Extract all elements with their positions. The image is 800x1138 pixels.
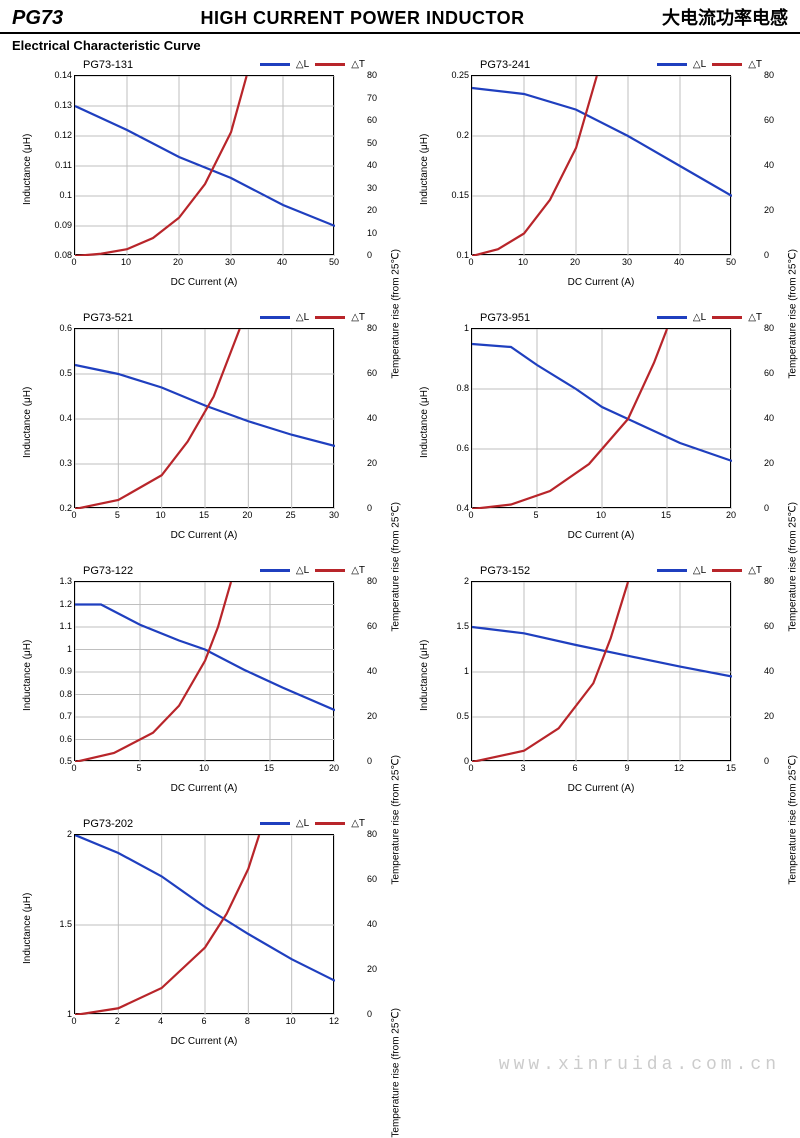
section-title: Electrical Characteristic Curve (0, 34, 800, 53)
y-axis-left-label: Inductance (μH) (22, 134, 33, 205)
x-axis-label: DC Current (A) (471, 530, 731, 541)
chart-title: PG73-951 (480, 312, 530, 324)
y-axis-right-label: Temperature rise (from 25℃) (788, 502, 799, 632)
chart-pg73-202: PG73-202△L△T11.52020406080024681012Induc… (18, 818, 385, 1053)
x-axis-label: DC Current (A) (74, 783, 334, 794)
y-axis-right-label: Temperature rise (from 25℃) (391, 1008, 402, 1138)
chart-title: PG73-521 (83, 312, 133, 324)
y-axis-left-label: Inductance (μH) (419, 387, 430, 458)
plot-area (74, 75, 334, 255)
plot-area (74, 834, 334, 1014)
legend: △L△T (657, 59, 762, 70)
y-axis-left-label: Inductance (μH) (22, 387, 33, 458)
chart-grid: PG73-131△L△T0.080.090.10.110.120.130.140… (0, 53, 800, 1053)
chart-title: PG73-152 (480, 565, 530, 577)
y-axis-left-label: Inductance (μH) (22, 893, 33, 964)
chart-pg73-241: PG73-241△L△T0.10.150.20.2502040608001020… (415, 59, 782, 294)
plot-area (471, 581, 731, 761)
legend: △L△T (260, 312, 365, 323)
y-axis-right-label: Temperature rise (from 25℃) (391, 755, 402, 885)
chart-title: PG73-131 (83, 59, 133, 71)
legend: △L△T (260, 59, 365, 70)
x-axis-label: DC Current (A) (74, 530, 334, 541)
y-axis-right-label: Temperature rise (from 25℃) (391, 502, 402, 632)
watermark: www.xinruida.com.cn (499, 1055, 780, 1075)
y-axis-left-label: Inductance (μH) (22, 640, 33, 711)
legend: △L△T (260, 818, 365, 829)
plot-area (74, 328, 334, 508)
chart-pg73-152: PG73-152△L△T00.511.5202040608003691215In… (415, 565, 782, 800)
legend: △L△T (260, 565, 365, 576)
chart-title: PG73-122 (83, 565, 133, 577)
chart-pg73-122: PG73-122△L△T0.50.60.70.80.911.11.21.3020… (18, 565, 385, 800)
y-axis-right-label: Temperature rise (from 25℃) (788, 755, 799, 885)
page-header: PG73 HIGH CURRENT POWER INDUCTOR 大电流功率电感 (0, 0, 800, 34)
y-axis-left-label: Inductance (μH) (419, 640, 430, 711)
title-cn: 大电流功率电感 (662, 4, 788, 30)
x-axis-label: DC Current (A) (471, 277, 731, 288)
chart-pg73-131: PG73-131△L△T0.080.090.10.110.120.130.140… (18, 59, 385, 294)
y-axis-right-label: Temperature rise (from 25℃) (788, 249, 799, 379)
y-axis-right-label: Temperature rise (from 25℃) (391, 249, 402, 379)
part-number: PG73 (12, 7, 63, 30)
x-axis-label: DC Current (A) (74, 1036, 334, 1047)
y-axis-left-label: Inductance (μH) (419, 134, 430, 205)
plot-area (471, 75, 731, 255)
chart-title: PG73-241 (480, 59, 530, 71)
x-axis-label: DC Current (A) (471, 783, 731, 794)
plot-area (471, 328, 731, 508)
chart-pg73-951: PG73-951△L△T0.40.60.8102040608005101520I… (415, 312, 782, 547)
chart-pg73-521: PG73-521△L△T0.20.30.40.50.60204060800510… (18, 312, 385, 547)
plot-area (74, 581, 334, 761)
x-axis-label: DC Current (A) (74, 277, 334, 288)
legend: △L△T (657, 565, 762, 576)
title-en: HIGH CURRENT POWER INDUCTOR (103, 8, 622, 29)
chart-title: PG73-202 (83, 818, 133, 830)
legend: △L△T (657, 312, 762, 323)
